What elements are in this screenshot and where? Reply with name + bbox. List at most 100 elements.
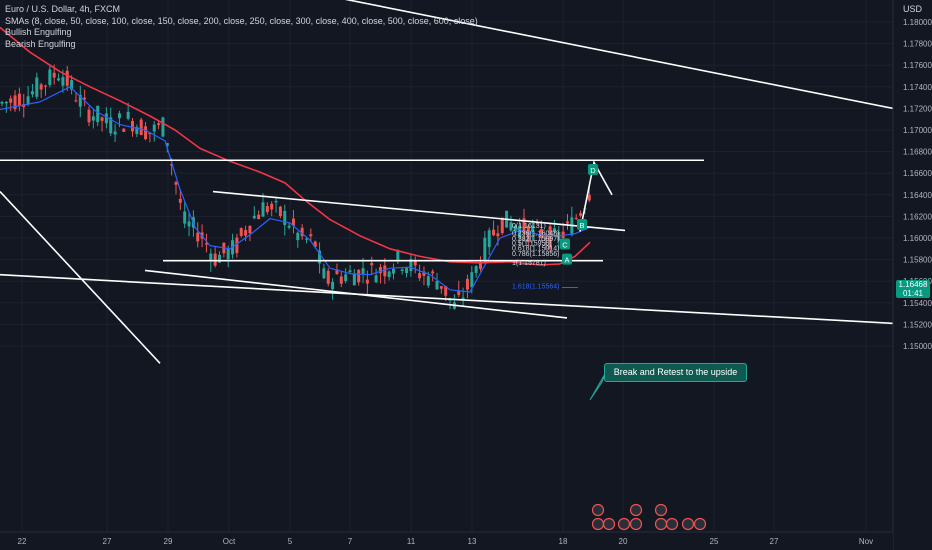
candle — [78, 85, 82, 118]
candle-body — [331, 281, 335, 290]
time-axis: 22 27 29 Oct 5 7 11 13 18 20 25 27 Nov — [0, 531, 893, 550]
candle — [252, 206, 256, 220]
candle-body — [283, 210, 287, 225]
candle-body — [100, 117, 104, 121]
time-tick-label: 18 — [559, 537, 568, 546]
bullish-engulfing-label[interactable]: Bullish Engulfing — [5, 27, 72, 37]
candle — [96, 105, 100, 127]
candle — [335, 263, 339, 275]
candle — [91, 108, 95, 129]
candle — [157, 120, 161, 130]
candle-body — [374, 275, 378, 283]
last-price-tag: 1.16468 01:41 — [896, 280, 930, 298]
candle — [74, 92, 78, 103]
pattern-point-badge — [562, 253, 572, 265]
price-axis: 1.18000 1.17800 1.17600 1.17400 1.17200 1.170… — [892, 0, 932, 550]
candle-body — [126, 111, 130, 119]
candle-body — [422, 271, 426, 276]
candle — [513, 224, 517, 237]
candle-body — [83, 97, 87, 100]
candle-body — [122, 128, 126, 132]
price-axis-bg — [893, 0, 932, 550]
candle — [348, 265, 352, 274]
candle — [213, 246, 217, 268]
candle-body — [35, 77, 39, 97]
sma-fast-line — [0, 86, 591, 293]
sma-indicator-label[interactable]: SMAs (8, close, 50, close, 100, close, 1… — [5, 15, 478, 26]
candle — [44, 84, 47, 96]
candle — [387, 270, 391, 281]
event-flag-icon — [654, 503, 668, 517]
candle — [539, 220, 543, 242]
bar-countdown: 01:41 — [902, 289, 924, 298]
candle-body — [109, 117, 113, 134]
candle-body — [265, 205, 269, 213]
candle-body — [218, 254, 221, 263]
event-flag-icon — [665, 517, 679, 531]
candle-body — [426, 276, 430, 286]
price-tick-label: 1.16400 — [903, 191, 932, 200]
candle-body — [392, 268, 395, 274]
candle — [187, 212, 191, 237]
candle-body — [39, 84, 43, 90]
candle — [30, 83, 34, 98]
candle-body — [17, 93, 21, 106]
break-retest-callout[interactable]: Break and Retest to the upside — [604, 363, 747, 382]
candle — [39, 82, 43, 98]
candle-body — [183, 211, 187, 224]
time-tick-label: 5 — [288, 537, 293, 546]
fib-label: 0.236(1.16048) — [512, 231, 559, 238]
candle — [26, 85, 30, 107]
candle-body — [26, 96, 30, 104]
event-flag-icon — [681, 517, 695, 531]
candle-body — [213, 253, 217, 266]
pattern-point-b: B — [577, 219, 587, 231]
price-tick-label: 1.16000 — [903, 234, 932, 243]
candle-body — [405, 267, 409, 274]
time-tick-label: 11 — [407, 537, 416, 546]
candle — [383, 258, 387, 284]
candle-body — [13, 95, 17, 110]
candle-body — [396, 250, 400, 261]
pattern-point-d: D — [588, 163, 598, 175]
candle-body — [431, 271, 435, 274]
candle — [4, 101, 8, 113]
candle-body — [48, 69, 52, 85]
time-tick-label: 13 — [468, 537, 477, 546]
price-tick-label: 1.17000 — [903, 126, 932, 135]
currency-label: USD — [902, 4, 922, 14]
candle — [566, 213, 569, 230]
candle-body — [261, 202, 265, 217]
candle-body — [370, 263, 374, 266]
time-tick-label: 22 — [18, 537, 27, 546]
price-tick-label: 1.15800 — [903, 256, 932, 265]
candle-body — [74, 100, 78, 102]
candle — [587, 187, 591, 203]
candle — [344, 268, 348, 284]
candle — [439, 286, 443, 294]
candle — [300, 224, 304, 240]
candle — [139, 117, 143, 136]
candle-body — [357, 269, 361, 283]
event-flag-icon — [629, 503, 643, 517]
candle — [135, 124, 139, 138]
candle-body — [291, 218, 295, 226]
projection-path — [579, 160, 613, 232]
candle-body — [444, 286, 448, 296]
candle-body — [161, 117, 165, 137]
bearish-engulfing-label[interactable]: Bearish Engulfing — [5, 38, 76, 49]
candle-body — [526, 225, 530, 243]
pattern-point-label: B — [579, 221, 584, 230]
event-flag-icon — [602, 517, 616, 531]
candle-body — [339, 276, 343, 284]
candle — [405, 266, 409, 278]
candle-body — [87, 109, 91, 123]
candle-body — [378, 267, 382, 274]
candle-body — [539, 229, 543, 239]
candle-body — [235, 237, 239, 254]
candle — [431, 269, 435, 282]
candle-body — [196, 232, 200, 242]
trendline — [344, 0, 894, 110]
candle-body — [226, 247, 230, 260]
